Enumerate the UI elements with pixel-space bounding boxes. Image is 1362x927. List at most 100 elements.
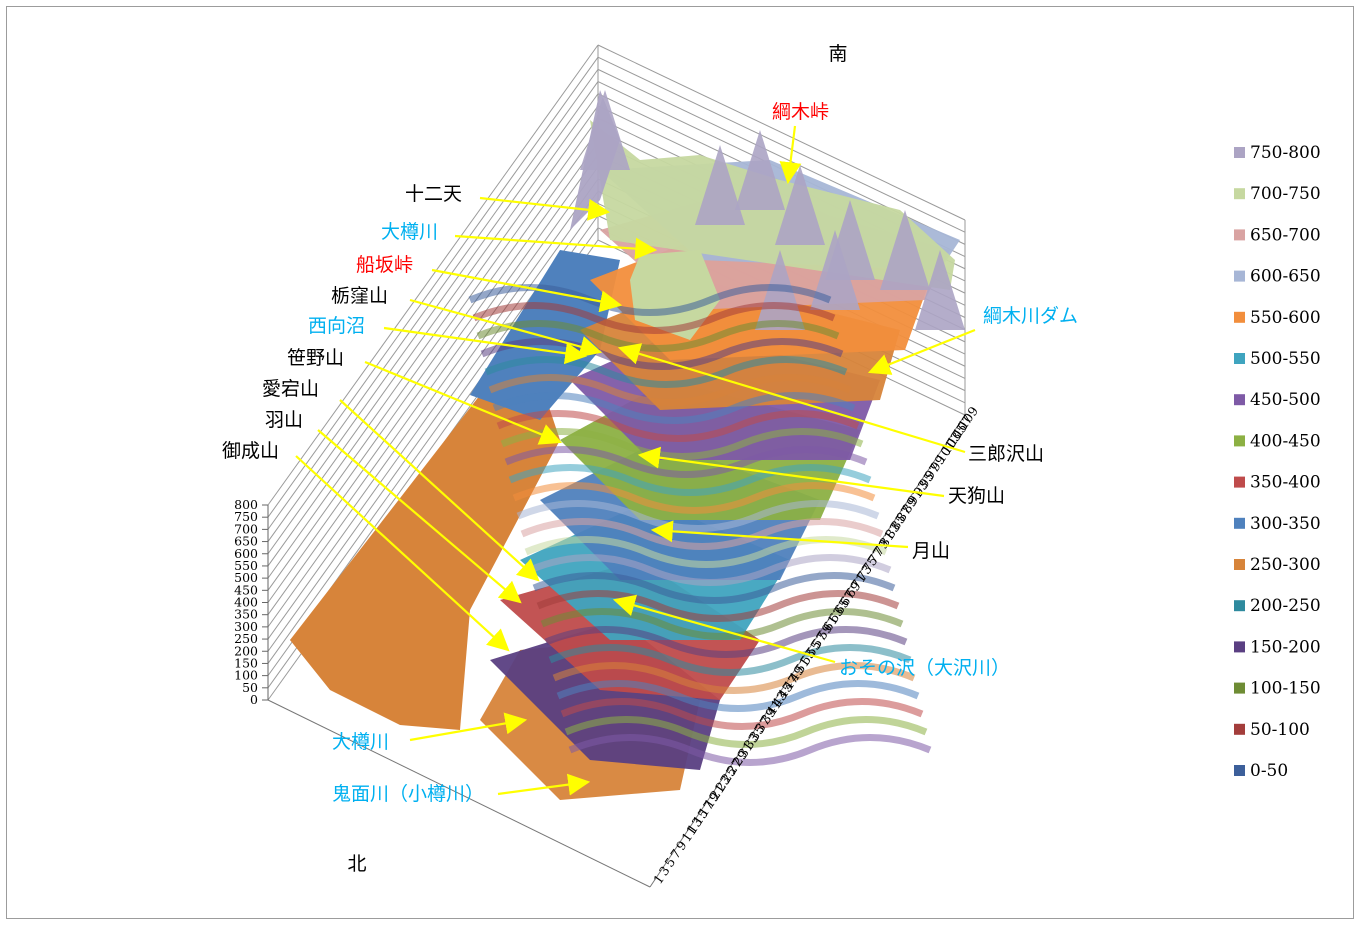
z-tick-label: 400 <box>234 595 258 610</box>
terrain-stripe <box>524 536 888 568</box>
legend-label: 400-450 <box>1250 431 1321 451</box>
terrain-stripe <box>552 662 916 694</box>
x-tick-label: 33 <box>741 730 762 752</box>
grid-line-left <box>267 190 599 652</box>
terrain-stripe <box>520 518 884 550</box>
z-tick-label: 650 <box>234 534 258 549</box>
annotation-label: 綱木峠 <box>772 101 829 123</box>
grid-line-left <box>267 130 599 591</box>
z-tick-label: 0 <box>250 692 258 707</box>
legend-label: 750-800 <box>1250 143 1321 163</box>
terrain-band <box>290 380 560 730</box>
annotation-label: 羽山 <box>265 409 303 431</box>
x-tick-label: 35 <box>746 722 767 744</box>
x-tick-label: 27 <box>724 756 745 778</box>
chart-frame <box>6 6 1354 919</box>
z-tick-label: 550 <box>234 558 258 573</box>
grid-line-back <box>597 44 966 221</box>
x-tick-label: 31 <box>735 739 756 761</box>
x-tick-label: 89 <box>899 494 920 516</box>
annotation-label: 愛宕山 <box>262 378 319 400</box>
legend-swatch <box>1234 188 1245 200</box>
terrain-stripe <box>480 338 844 370</box>
terrain-stripe <box>564 716 928 748</box>
terrain-band <box>630 250 720 340</box>
annotation-arrow <box>339 399 540 582</box>
terrain-stripe <box>516 500 880 532</box>
z-tick-label: 100 <box>234 668 258 683</box>
annotation-arrow <box>295 455 510 652</box>
x-tick-label: 87 <box>893 503 914 525</box>
legend-swatch <box>1234 435 1245 447</box>
terrain-stripe <box>476 320 840 352</box>
grid-line-left <box>267 44 599 506</box>
z-tick-label: 600 <box>234 546 258 561</box>
annotation-arrow <box>364 360 563 445</box>
terrain-peak <box>810 230 860 310</box>
grid-line-left <box>267 166 599 628</box>
annotation-arrow <box>383 326 588 365</box>
legend-swatch <box>1234 600 1245 612</box>
legend-swatch <box>1234 517 1245 529</box>
z-tick-label: 450 <box>234 582 258 597</box>
legend-swatch <box>1234 270 1245 282</box>
grid-line-back <box>597 56 966 233</box>
z-tick-label: 250 <box>234 631 258 646</box>
x-tick-label: 29 <box>729 747 750 769</box>
annotation-arrow <box>779 125 802 185</box>
grid-line-left <box>267 178 599 640</box>
terrain-stripe <box>512 482 876 514</box>
terrain-peak <box>695 145 745 225</box>
legend-label: 650-700 <box>1250 225 1321 245</box>
grid-line-left <box>267 105 599 567</box>
terrain-stripe <box>548 644 912 676</box>
terrain-stripe <box>568 734 932 766</box>
terrain-stripe <box>484 356 848 388</box>
grid-line-left <box>267 142 599 603</box>
z-tick-label: 200 <box>234 643 258 658</box>
x-tick-label: 85 <box>887 511 908 533</box>
x-tick-label: 19 <box>701 789 722 811</box>
x-tick-label: 61 <box>820 612 841 634</box>
x-tick-label: 79 <box>870 536 891 558</box>
x-tick-label: 73 <box>854 562 875 584</box>
x-tick-label: 47 <box>780 671 801 693</box>
annotation-label: 三郎沢山 <box>968 443 1044 465</box>
grid-line-left <box>267 154 599 615</box>
annotation-arrow <box>650 520 909 549</box>
annotation-label: 大樽川 <box>381 221 438 243</box>
z-tick-label: 50 <box>242 680 258 695</box>
z-axis: 0501001502002503003504004505005506006507… <box>234 497 269 707</box>
x-tick-label: 97 <box>921 461 942 483</box>
legend-label: 600-650 <box>1250 267 1321 287</box>
grid-line-left <box>267 81 599 542</box>
x-tick-label: 25 <box>718 764 739 786</box>
x-tick-label: 99 <box>927 452 948 474</box>
legend-label: 150-200 <box>1250 637 1321 657</box>
x-tick-label: 59 <box>814 621 835 643</box>
floor-edge <box>267 699 651 888</box>
annotation-label: 鬼面川（小樽川） <box>332 783 484 805</box>
z-tick-label: 700 <box>234 521 258 536</box>
annotation-arrow <box>317 429 522 604</box>
annotation-label: 大樽川 <box>332 731 389 753</box>
grid-line-left <box>267 93 599 555</box>
annotation-arrow <box>637 446 945 498</box>
legend-label: 300-350 <box>1250 514 1321 534</box>
legend-label: 200-250 <box>1250 596 1321 616</box>
annotation-arrow <box>497 773 591 796</box>
annotation-arrow <box>409 712 528 742</box>
terrain-stripe <box>532 572 896 604</box>
legend-swatch <box>1234 476 1245 488</box>
legend-swatch <box>1234 641 1245 653</box>
legend-swatch <box>1234 765 1245 776</box>
terrain-stripe <box>528 554 892 586</box>
annotation-arrow <box>617 343 966 454</box>
legend-swatch <box>1234 682 1245 694</box>
x-tick-label: 15 <box>690 806 711 828</box>
x-tick-label: 17 <box>695 798 716 820</box>
annotation-arrow <box>867 328 976 375</box>
x-tick-label: 95 <box>916 469 937 491</box>
annotation-arrow <box>479 196 611 221</box>
